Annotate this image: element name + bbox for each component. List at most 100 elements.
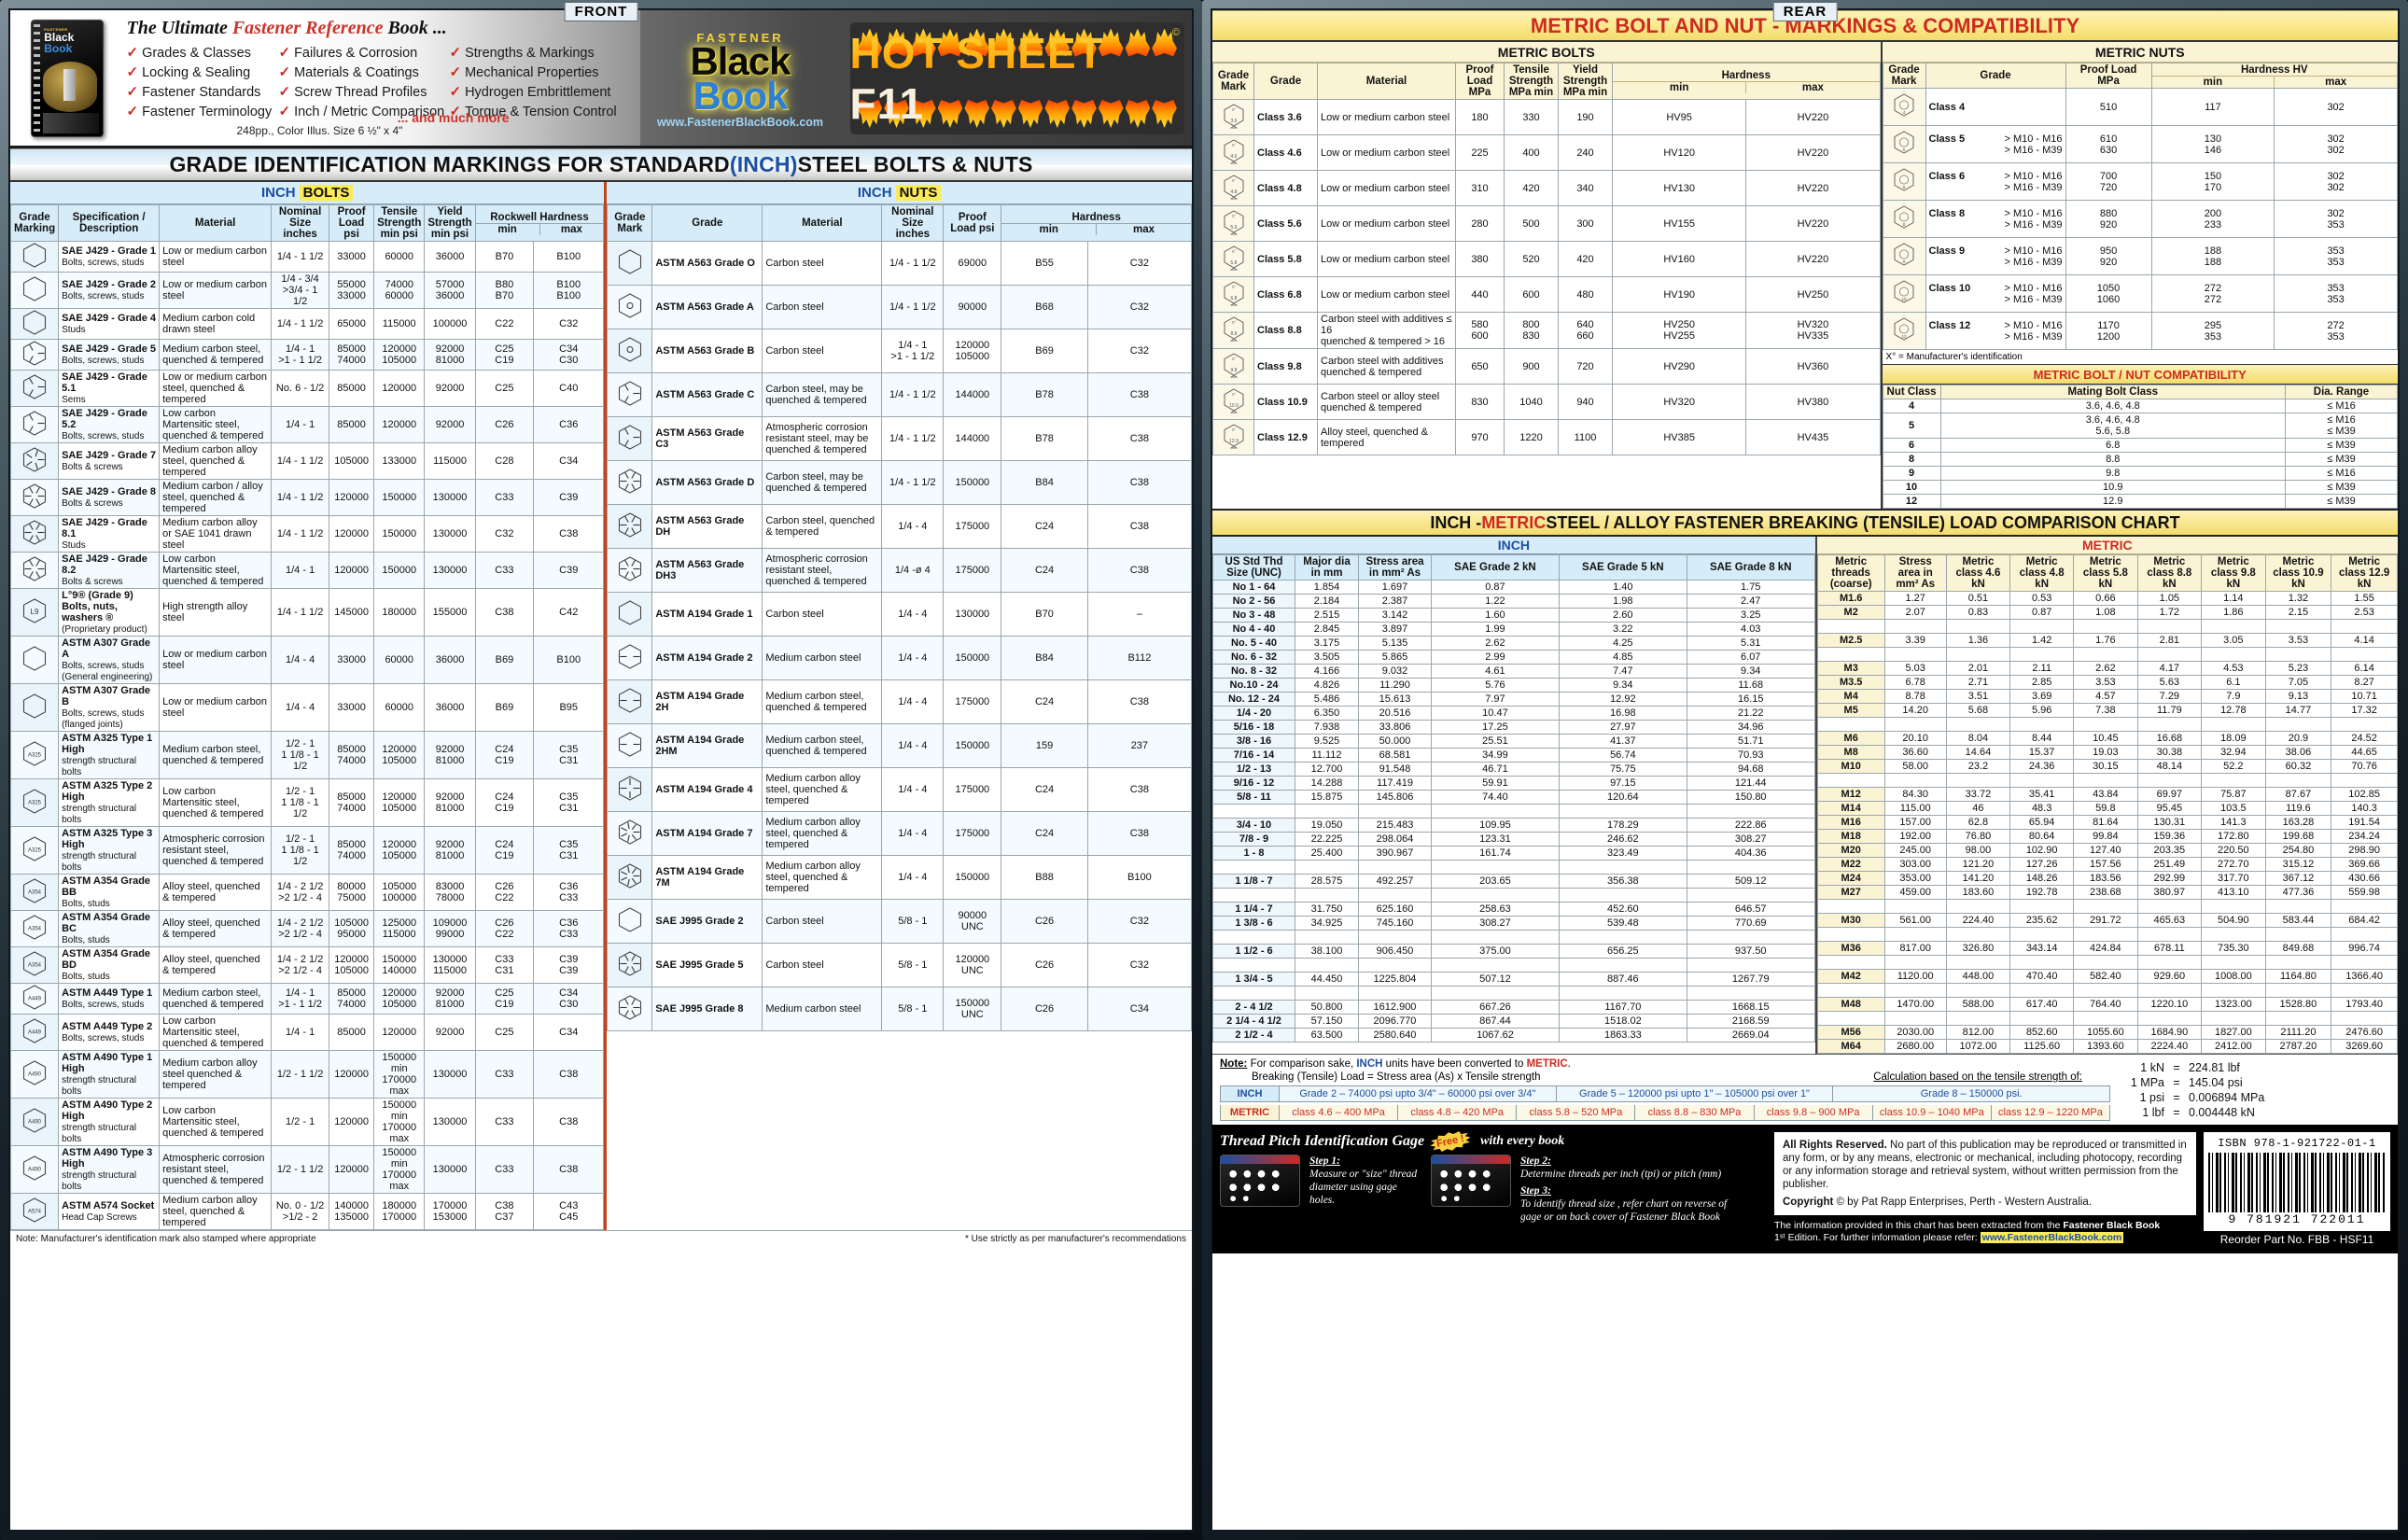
table-header-row: Grade Mark Grade Material Nominal Size i… xyxy=(607,204,1192,242)
cell: 1.32 xyxy=(2264,591,2332,606)
grade-marking-icon: A325 xyxy=(10,778,60,827)
metric-class-46: class 4.6 – 400 MPa xyxy=(1279,1105,1398,1120)
cell: 0.53 xyxy=(2009,591,2075,606)
grade-cell: Class 5 > M10 - M16 > M16 - M39 xyxy=(1925,125,2066,163)
cell: 317.70 xyxy=(2201,871,2266,886)
feature-item: ✓ Grades & Classes xyxy=(126,45,251,61)
table-row: ASTM A307 Grade B Bolts, screws, studs (f… xyxy=(10,683,605,732)
cell: 19.03 xyxy=(2073,745,2138,760)
table-row: ASTM A563 Grade A Carbon steel 1/4 - 1 1/2… xyxy=(607,285,1192,329)
table-row: A490 ASTM A490 Type 3 High strength struct… xyxy=(10,1145,605,1194)
cell: 1.72 xyxy=(2136,605,2203,620)
cell xyxy=(1295,986,1359,1001)
table-row: 1 1/2 - 6 38.100 906.450 375.00 656.25 937.50 xyxy=(1212,944,1815,959)
cell: 2224.40 xyxy=(2136,1039,2203,1054)
rear-side-tag: REAR xyxy=(1772,2,1838,21)
cell: M42 xyxy=(1816,969,1885,984)
cell: 3.53 xyxy=(2073,675,2138,690)
tensile-cell: 150000 xyxy=(373,552,426,589)
conversion-row: 1 lbf = 0.004448 kN xyxy=(2118,1105,2385,1120)
compatibility-table: Nut Class Mating Bolt Class Dia. Range 4… xyxy=(1882,385,2398,509)
grade-cell: ASTM A563 Grade A xyxy=(651,285,763,329)
cell: 16.15 xyxy=(1686,692,1815,707)
table-row: SAE J429 - Grade 8.1 Studs Medium carbon a… xyxy=(10,515,605,553)
col-class-48: Metric class 4.8 kN xyxy=(2009,554,2075,592)
table-row: 1 3/8 - 6 34.925 745.160 308.27 539.48 770.69 xyxy=(1212,916,1815,931)
hardness-max-cell: C42 xyxy=(533,588,605,637)
footnote-right: * Use strictly as per manufacturer's rec… xyxy=(965,1234,1186,1244)
cell: 1.99 xyxy=(1431,622,1560,637)
cell: 2030.00 xyxy=(1883,1025,1947,1040)
inch-nuts-table: Grade Mark Grade Material Nominal Size i… xyxy=(607,204,1192,1031)
cell: 127.26 xyxy=(2009,857,2075,872)
cell: No 4 - 40 xyxy=(1212,622,1295,637)
table-row: ASTM A563 Grade DH3 Atmospheric corrosion… xyxy=(607,548,1192,593)
svg-text:12.9: 12.9 xyxy=(1229,439,1239,444)
table-row: 8 8.8 ≤ M39 xyxy=(1882,452,2398,467)
tensile-cell: 180000 xyxy=(373,588,426,637)
table-row: 3/4 - 10 19.050 215.483 109.95 178.29 222.86 xyxy=(1212,818,1815,833)
cell: 2669.04 xyxy=(1686,1028,1815,1043)
cell: 102.90 xyxy=(2009,843,2075,858)
table-row: No. 8 - 32 4.166 9.032 4.61 7.47 9.34 xyxy=(1212,664,1815,679)
grade-marking-icon xyxy=(10,636,60,684)
isbn-text: ISBN 978-1-921722-01-1 xyxy=(2218,1137,2376,1150)
table-row: M3 5.03 2.01 2.11 2.62 4.17 4.53 5.23 6.14 xyxy=(1816,661,2398,676)
proof-cell: 440 xyxy=(1455,276,1505,313)
hardness-min-cell: C25 C19 xyxy=(474,983,535,1015)
website-url[interactable]: www.FastenerBlackBook.com xyxy=(656,116,824,129)
copyright-icon: © xyxy=(1171,26,1180,38)
grade-cell: ASTM A194 Grade 2 xyxy=(651,636,763,680)
cell xyxy=(1945,955,2011,970)
tensile-cell: 125000 115000 xyxy=(373,910,426,947)
proof-cell: 130000 xyxy=(943,592,1002,637)
cell: 148.26 xyxy=(2009,871,2075,886)
conv-value: 0.006894 MPa xyxy=(2189,1091,2265,1104)
table-row: 8 Class 8 > M10 - M16 > M16 - M39 880 920 200… xyxy=(1882,200,2398,238)
material-cell: Carbon steel xyxy=(762,899,883,944)
table-row: X° 6.8 Class 6.8 Low or medium carbon ste… xyxy=(1212,276,1881,313)
website-link[interactable]: www.FastenerBlackBook.com xyxy=(1980,1232,2124,1243)
cell xyxy=(2201,717,2266,732)
comparison-metric-side: METRIC Metric threads (coarse) Stress ar… xyxy=(1816,537,2398,1054)
tensile-cell: 1040 xyxy=(1504,384,1559,420)
cell xyxy=(2264,899,2332,914)
cell: 4.85 xyxy=(1558,650,1687,665)
hardness-max-cell: HV380 xyxy=(1745,384,1881,420)
cell: 9.032 xyxy=(1358,664,1432,679)
cell: 1/2 - 13 xyxy=(1212,762,1295,777)
compatibility-banner: METRIC BOLT / NUT COMPATIBILITY xyxy=(1882,364,2398,385)
dia-range-cell: ≤ M39 xyxy=(2284,438,2398,453)
cell: 1.36 xyxy=(1945,633,2011,648)
cell: 2.15 xyxy=(2264,605,2332,620)
cell: 5.865 xyxy=(1358,650,1432,665)
grade-cell: ASTM A563 Grade O xyxy=(651,241,763,286)
cell: 94.68 xyxy=(1686,762,1815,777)
table-row: L9 L°9® (Grade 9) Bolts, nuts, washers ®(… xyxy=(10,588,605,637)
cell: 770.69 xyxy=(1686,916,1815,931)
cell xyxy=(2136,927,2203,942)
cell: 3/4 - 10 xyxy=(1212,818,1295,833)
spec-cell: ASTM A307 Grade B Bolts, screws, studs (f… xyxy=(58,683,161,732)
hardness-max-cell: HV220 xyxy=(1745,134,1881,171)
grade-cell: ASTM A563 Grade C xyxy=(651,372,763,417)
grade-cell: Class 5.6 xyxy=(1253,205,1318,242)
table-row xyxy=(1212,804,1815,819)
cell: 292.99 xyxy=(2136,871,2203,886)
cell xyxy=(1431,804,1560,819)
table-row xyxy=(1816,647,2398,662)
col-stress-area: Stress area in mm² As xyxy=(1358,554,1432,581)
spec-cell: SAE J429 - Grade 5.1 Sems xyxy=(58,370,161,407)
hardness-min-cell: C26 xyxy=(474,406,535,443)
col-nut-class: Nut Class xyxy=(1882,385,1941,399)
table-row: 9 9.8 ≤ M16 xyxy=(1882,466,2398,481)
hardness-min-cell: 159 xyxy=(1001,723,1088,768)
cell: 492.257 xyxy=(1358,874,1432,889)
cell: 0.66 xyxy=(2073,591,2138,606)
mating-bolt-cell: 6.8 xyxy=(1939,438,2286,453)
cell: 65.94 xyxy=(2009,815,2075,830)
cell: 906.450 xyxy=(1358,944,1432,959)
inch-bolts-table: Grade Marking Specification / Descriptio… xyxy=(10,204,605,1230)
col-class-109: Metric class 10.9 kN xyxy=(2264,554,2332,592)
